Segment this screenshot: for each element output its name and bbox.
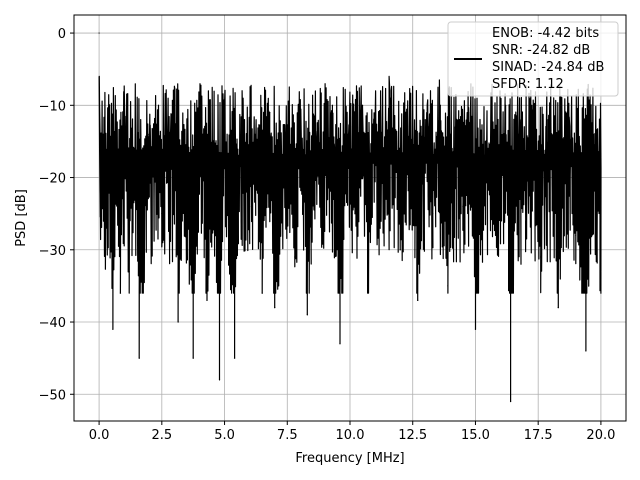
series-point [331, 104, 334, 106]
x-tick-label: 12.5 [398, 428, 427, 443]
series-point [504, 104, 507, 106]
series-point [417, 299, 419, 301]
series-point [346, 133, 349, 135]
series-point [361, 104, 364, 106]
series-point [509, 400, 512, 403]
series-point [241, 104, 243, 106]
series-point [547, 119, 549, 121]
series-point [409, 133, 411, 135]
series-point [233, 357, 236, 359]
series-point [101, 176, 103, 179]
series-point [213, 162, 216, 164]
series-point [249, 205, 251, 208]
series-point [585, 350, 587, 352]
series-point [592, 133, 594, 135]
series-point [284, 162, 286, 164]
series-point [567, 126, 569, 128]
series-point [206, 299, 208, 301]
x-tick-label: 0.0 [89, 428, 110, 443]
series-point [462, 205, 464, 208]
y-tick-label: −10 [39, 99, 66, 114]
series-point [161, 213, 163, 215]
series-point [540, 256, 542, 258]
series-point [108, 162, 110, 164]
x-tick-label: 20.0 [586, 428, 615, 443]
x-tick-label: 5.0 [214, 428, 235, 443]
series-point [148, 133, 150, 135]
series-point [98, 32, 100, 34]
series-point [274, 306, 276, 309]
series-point [306, 314, 308, 316]
y-tick-label: −30 [39, 244, 66, 259]
series-point [138, 357, 140, 359]
y-tick-label: −50 [39, 388, 66, 403]
series-point [432, 213, 434, 215]
y-tick-label: 0 [58, 27, 66, 42]
series-point [223, 140, 226, 143]
series-point [469, 111, 472, 114]
legend-line-enob: ENOB: -4.42 bits [492, 26, 599, 41]
series-point [128, 270, 130, 273]
legend: ENOB: -4.42 bits SNR: -24.82 dB SINAD: -… [447, 21, 619, 97]
series-point [314, 148, 316, 150]
series-point [374, 119, 376, 121]
series-point [192, 357, 194, 359]
series-point [557, 306, 559, 309]
series-point [447, 285, 449, 287]
series-point [198, 119, 201, 121]
y-tick-label: −40 [39, 316, 66, 331]
x-axis-label: Frequency [MHz] [295, 451, 404, 466]
series-point [119, 292, 122, 294]
x-tick-label: 10.0 [336, 428, 365, 443]
series-point [294, 256, 296, 258]
series-point [525, 220, 527, 222]
y-axis-label: PSD [dB] [14, 189, 29, 247]
x-tick-label: 15.0 [461, 428, 490, 443]
series-point [454, 126, 456, 128]
series-point [269, 111, 271, 114]
series-point [494, 234, 497, 236]
series-point [339, 343, 341, 345]
y-tick-label: −20 [39, 172, 66, 187]
series-point [261, 292, 263, 294]
series-point [254, 133, 256, 135]
series-point [532, 111, 534, 114]
series-point [177, 321, 179, 323]
series-point [399, 249, 401, 251]
series-point [517, 133, 519, 135]
series-point [299, 111, 301, 114]
series-point [218, 379, 221, 381]
x-tick-label: 2.5 [151, 428, 172, 443]
x-tick-label: 17.5 [524, 428, 553, 443]
series-point [439, 104, 441, 106]
series-point [379, 227, 381, 229]
series-point [474, 328, 477, 330]
series-point [323, 220, 325, 222]
series-point [98, 119, 101, 121]
series-point [366, 285, 369, 287]
series-point [104, 234, 106, 236]
series-point [354, 213, 356, 215]
series-point [116, 140, 118, 143]
legend-line-sfdr: SFDR: 1.12 [492, 77, 564, 92]
series-point [136, 176, 138, 179]
series-line [98, 75, 602, 403]
legend-box [447, 21, 619, 97]
series-layer [98, 32, 602, 403]
series-point [424, 119, 426, 121]
series-point [484, 140, 487, 143]
series-point [575, 234, 577, 236]
series-point [123, 119, 125, 121]
x-tick-label: 7.5 [277, 428, 298, 443]
series-point [112, 328, 114, 330]
legend-line-sinad: SINAD: -24.84 dB [492, 60, 604, 75]
series-point [183, 148, 185, 150]
legend-line-snr: SNR: -24.82 dB [492, 43, 590, 58]
tick-layer: 0.0 2.5 5.0 7.5 10.0 12.5 15.0 17.5 20.0 0 −10 −20 −… [39, 27, 616, 443]
series-point [600, 292, 602, 294]
series-point [389, 97, 391, 99]
series-point [173, 111, 175, 114]
